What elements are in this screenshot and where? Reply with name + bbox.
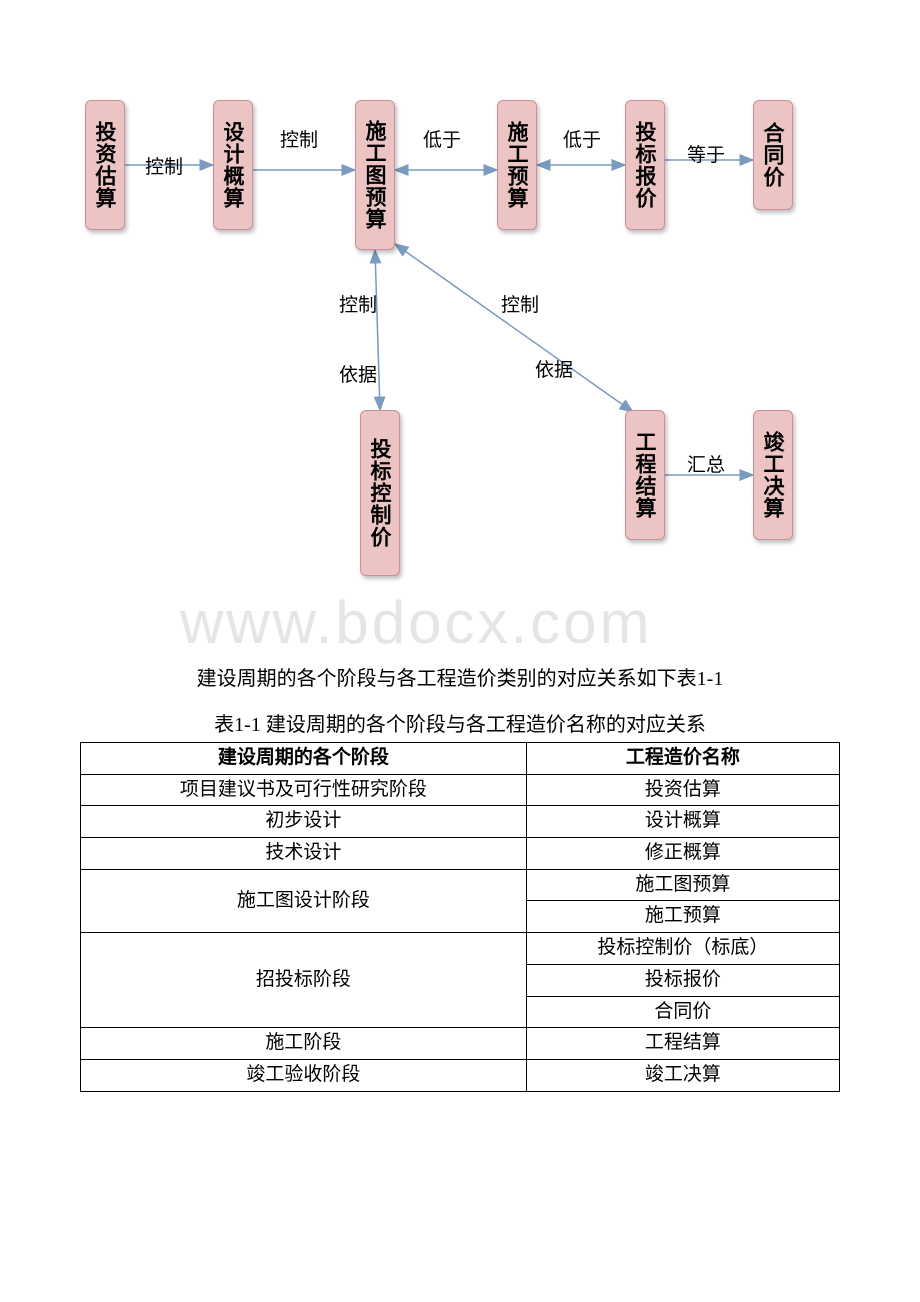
node-n4: 施工预算 (497, 100, 537, 230)
node-n2: 设计概算 (213, 100, 253, 230)
table-cell: 项目建议书及可行性研究阶段 (81, 774, 527, 806)
stage-cost-table: 建设周期的各个阶段工程造价名称 项目建议书及可行性研究阶段投资估算初步设计设计概… (80, 742, 840, 1092)
table-cell: 投标控制价（标底） (526, 933, 839, 965)
caption-2: 表1-1 建设周期的各个阶段与各工程造价名称的对应关系 (0, 708, 920, 737)
node-n1: 投资估算 (85, 100, 125, 230)
edge-label: 汇总 (687, 450, 725, 477)
table-cell: 招投标阶段 (81, 933, 527, 1028)
node-n5: 投标报价 (625, 100, 665, 230)
edge-label: 控制 (501, 290, 539, 317)
table-row: 施工图设计阶段施工图预算 (81, 869, 840, 901)
node-n6: 合同价 (753, 100, 793, 210)
table-cell: 技术设计 (81, 838, 527, 870)
table-cell: 投标报价 (526, 964, 839, 996)
table-cell: 竣工决算 (526, 1059, 839, 1091)
table-row: 施工阶段工程结算 (81, 1028, 840, 1060)
table-cell: 合同价 (526, 996, 839, 1028)
table-row: 初步设计设计概算 (81, 806, 840, 838)
node-n7: 投标控制价 (360, 410, 400, 576)
edge-label: 控制 (339, 290, 377, 317)
table-row: 招投标阶段投标控制价（标底） (81, 933, 840, 965)
table-cell: 工程结算 (526, 1028, 839, 1060)
table-row: 竣工验收阶段竣工决算 (81, 1059, 840, 1091)
edge-label: 低于 (563, 125, 601, 152)
table-cell: 施工阶段 (81, 1028, 527, 1060)
edge-label: 控制 (145, 152, 183, 179)
table-header-1: 工程造价名称 (526, 743, 839, 775)
caption-1: 建设周期的各个阶段与各工程造价类别的对应关系如下表1-1 (0, 662, 920, 691)
table-cell: 初步设计 (81, 806, 527, 838)
node-n9: 竣工决算 (753, 410, 793, 540)
table-header-0: 建设周期的各个阶段 (81, 743, 527, 775)
table-row: 项目建议书及可行性研究阶段投资估算 (81, 774, 840, 806)
node-n8: 工程结算 (625, 410, 665, 540)
edge-label: 依据 (339, 360, 377, 387)
edge-label: 依据 (535, 355, 573, 382)
table-cell: 施工图预算 (526, 869, 839, 901)
arrows-layer (85, 100, 855, 610)
table-row: 技术设计修正概算 (81, 838, 840, 870)
edge-label: 等于 (687, 140, 725, 167)
edge-label: 低于 (423, 125, 461, 152)
table-cell: 竣工验收阶段 (81, 1059, 527, 1091)
table-cell: 修正概算 (526, 838, 839, 870)
table-cell: 设计概算 (526, 806, 839, 838)
table-cell: 施工预算 (526, 901, 839, 933)
table-cell: 施工图设计阶段 (81, 869, 527, 932)
node-n3: 施工图预算 (355, 100, 395, 250)
table-cell: 投资估算 (526, 774, 839, 806)
edge-label: 控制 (280, 125, 318, 152)
flowchart-diagram: 投资估算 设计概算 施工图预算 施工预算 投标报价 合同价投标控制价 工程结算 竣工决算 控制… (85, 100, 855, 610)
